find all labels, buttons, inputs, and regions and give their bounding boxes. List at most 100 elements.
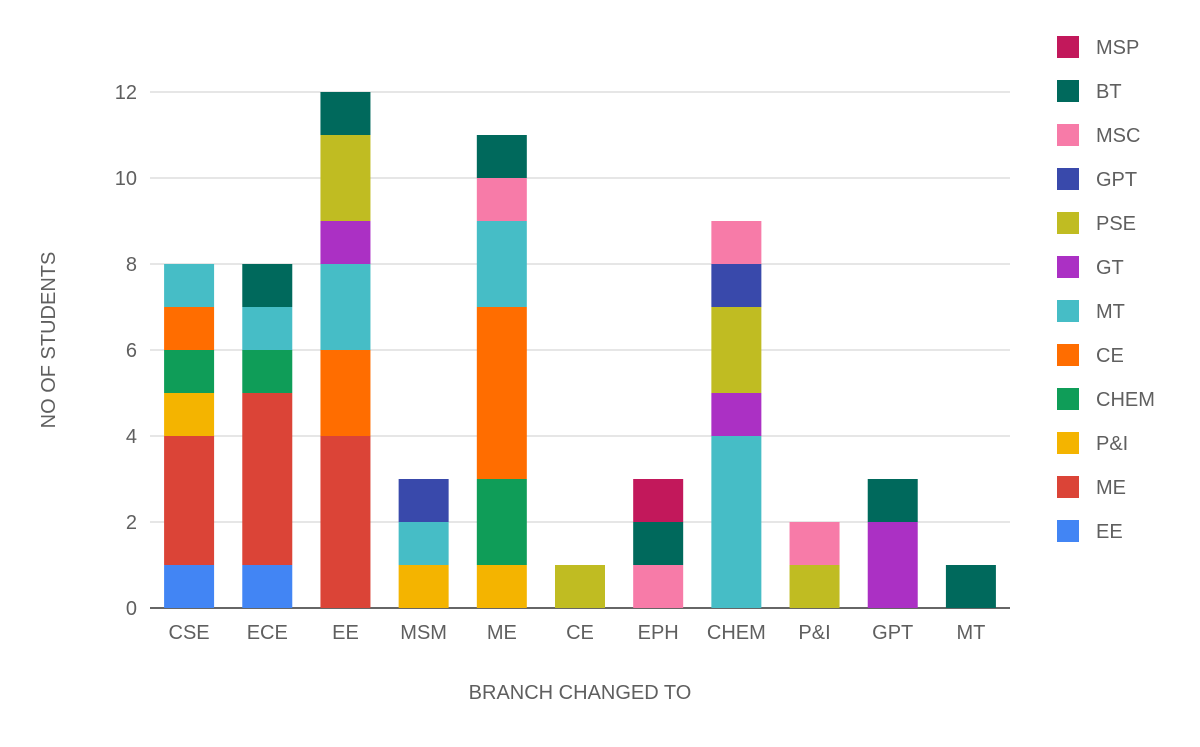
bar-segment-chem-mt [711,436,762,608]
legend-label: CE [1096,345,1124,367]
legend-label: MSC [1096,125,1140,147]
bar-segment-eph-msp [633,479,684,522]
x-tick-label: P&I [798,622,830,644]
legend-swatch [1057,300,1079,322]
legend-item: EE [1057,520,1123,543]
y-tick-label: 2 [126,512,137,534]
legend-swatch [1057,432,1079,454]
legend-swatch [1057,36,1079,58]
bar-segment-pi-pse [789,565,840,608]
bar-segment-eph-msc [633,565,684,608]
legend-item: CHEM [1057,388,1155,411]
x-axis-title: BRANCH CHANGED TO [469,682,692,704]
legend-item: BT [1057,80,1122,103]
legend-swatch [1057,476,1079,498]
bar-segment-me-msc [476,178,527,221]
bar-segment-chem-msc [711,221,762,264]
y-tick-label: 12 [115,82,137,104]
bar-segment-ee-gt [320,221,371,264]
legend-label: MT [1096,301,1125,323]
legend-item: P&I [1057,432,1128,455]
legend-item: MT [1057,300,1125,323]
bar-segment-msm-pi [398,565,449,608]
bar-segment-mt-bt [945,565,996,608]
bar-segment-me-pi [476,565,527,608]
bar-segment-me-bt [476,135,527,178]
legend-label: MSP [1096,37,1139,59]
legend-label: P&I [1096,433,1128,455]
bar-segment-chem-gt [711,393,762,436]
legend-label: GT [1096,257,1124,279]
legend-swatch [1057,168,1079,190]
legend-item: MSP [1057,36,1139,59]
bar-segment-gpt-bt [867,479,918,522]
bar-segment-ece-bt [242,264,293,307]
legend-item: GPT [1057,168,1137,191]
bars [164,92,996,608]
bar-segment-ee-bt [320,92,371,135]
bar-segment-me-ce [476,307,527,479]
gridlines [150,91,1010,609]
x-tick-label: MT [956,622,985,644]
y-tick-label: 10 [115,168,137,190]
bar-segment-cse-chem [164,350,215,393]
x-tick-label: EE [332,622,359,644]
legend-label: ME [1096,477,1126,499]
bar-segment-ece-ee [242,565,293,608]
bar-segment-cse-mt [164,264,215,307]
legend-swatch [1057,344,1079,366]
bar-segment-msm-mt [398,522,449,565]
y-tick-label: 6 [126,340,137,362]
legend-label: PSE [1096,213,1136,235]
legend-item: GT [1057,256,1124,279]
bar-segment-me-chem [476,479,527,565]
bar-segment-eph-bt [633,522,684,565]
bar-segment-gpt-gt [867,522,918,608]
legend-swatch [1057,80,1079,102]
legend-swatch [1057,124,1079,146]
legend: MSP BT MSC GPT PSE GT MT CE CHEM P&I ME EE [1057,36,1155,543]
bar-segment-ece-mt [242,307,293,350]
x-tick-label: ECE [247,622,288,644]
bar-segment-chem-gpt [711,264,762,307]
bar-segment-cse-pi [164,393,215,436]
bar-segment-ee-mt [320,264,371,350]
bar-segment-ee-ce [320,350,371,436]
y-tick-label: 4 [126,426,137,448]
x-tick-label: CSE [169,622,210,644]
bar-segment-chem-pse [711,307,762,393]
legend-swatch [1057,212,1079,234]
x-tick-label: CHEM [707,622,766,644]
legend-item: MSC [1057,124,1140,147]
y-axis-title: NO OF STUDENTS [38,252,60,429]
legend-label: GPT [1096,169,1137,191]
legend-swatch [1057,256,1079,278]
bar-segment-cse-me [164,436,215,565]
x-tick-label: EPH [638,622,679,644]
bar-segment-me-mt [476,221,527,307]
legend-label: EE [1096,521,1123,543]
x-tick-label: GPT [872,622,913,644]
bar-segment-ce-pse [555,565,605,608]
legend-label: CHEM [1096,389,1155,411]
bar-segment-ece-chem [242,350,293,393]
legend-swatch [1057,520,1079,542]
bar-segment-cse-ce [164,307,215,350]
y-tick-label: 0 [126,598,137,620]
x-tick-labels: CSE ECE EE MSM ME CE EPH CHEM P&I GPT MT [169,622,986,644]
bar-segment-cse-ee [164,565,215,608]
bar-segment-ee-me [320,436,371,608]
legend-label: BT [1096,81,1122,103]
x-tick-label: CE [566,622,594,644]
bar-segment-pi-msc [789,522,840,565]
x-tick-label: MSM [400,622,447,644]
legend-item: ME [1057,476,1126,499]
legend-swatch [1057,388,1079,410]
bar-segment-ece-me [242,393,293,565]
legend-item: CE [1057,344,1124,367]
y-tick-label: 8 [126,254,137,276]
x-tick-label: ME [487,622,517,644]
legend-item: PSE [1057,212,1136,235]
bar-segment-msm-gpt [398,479,449,522]
